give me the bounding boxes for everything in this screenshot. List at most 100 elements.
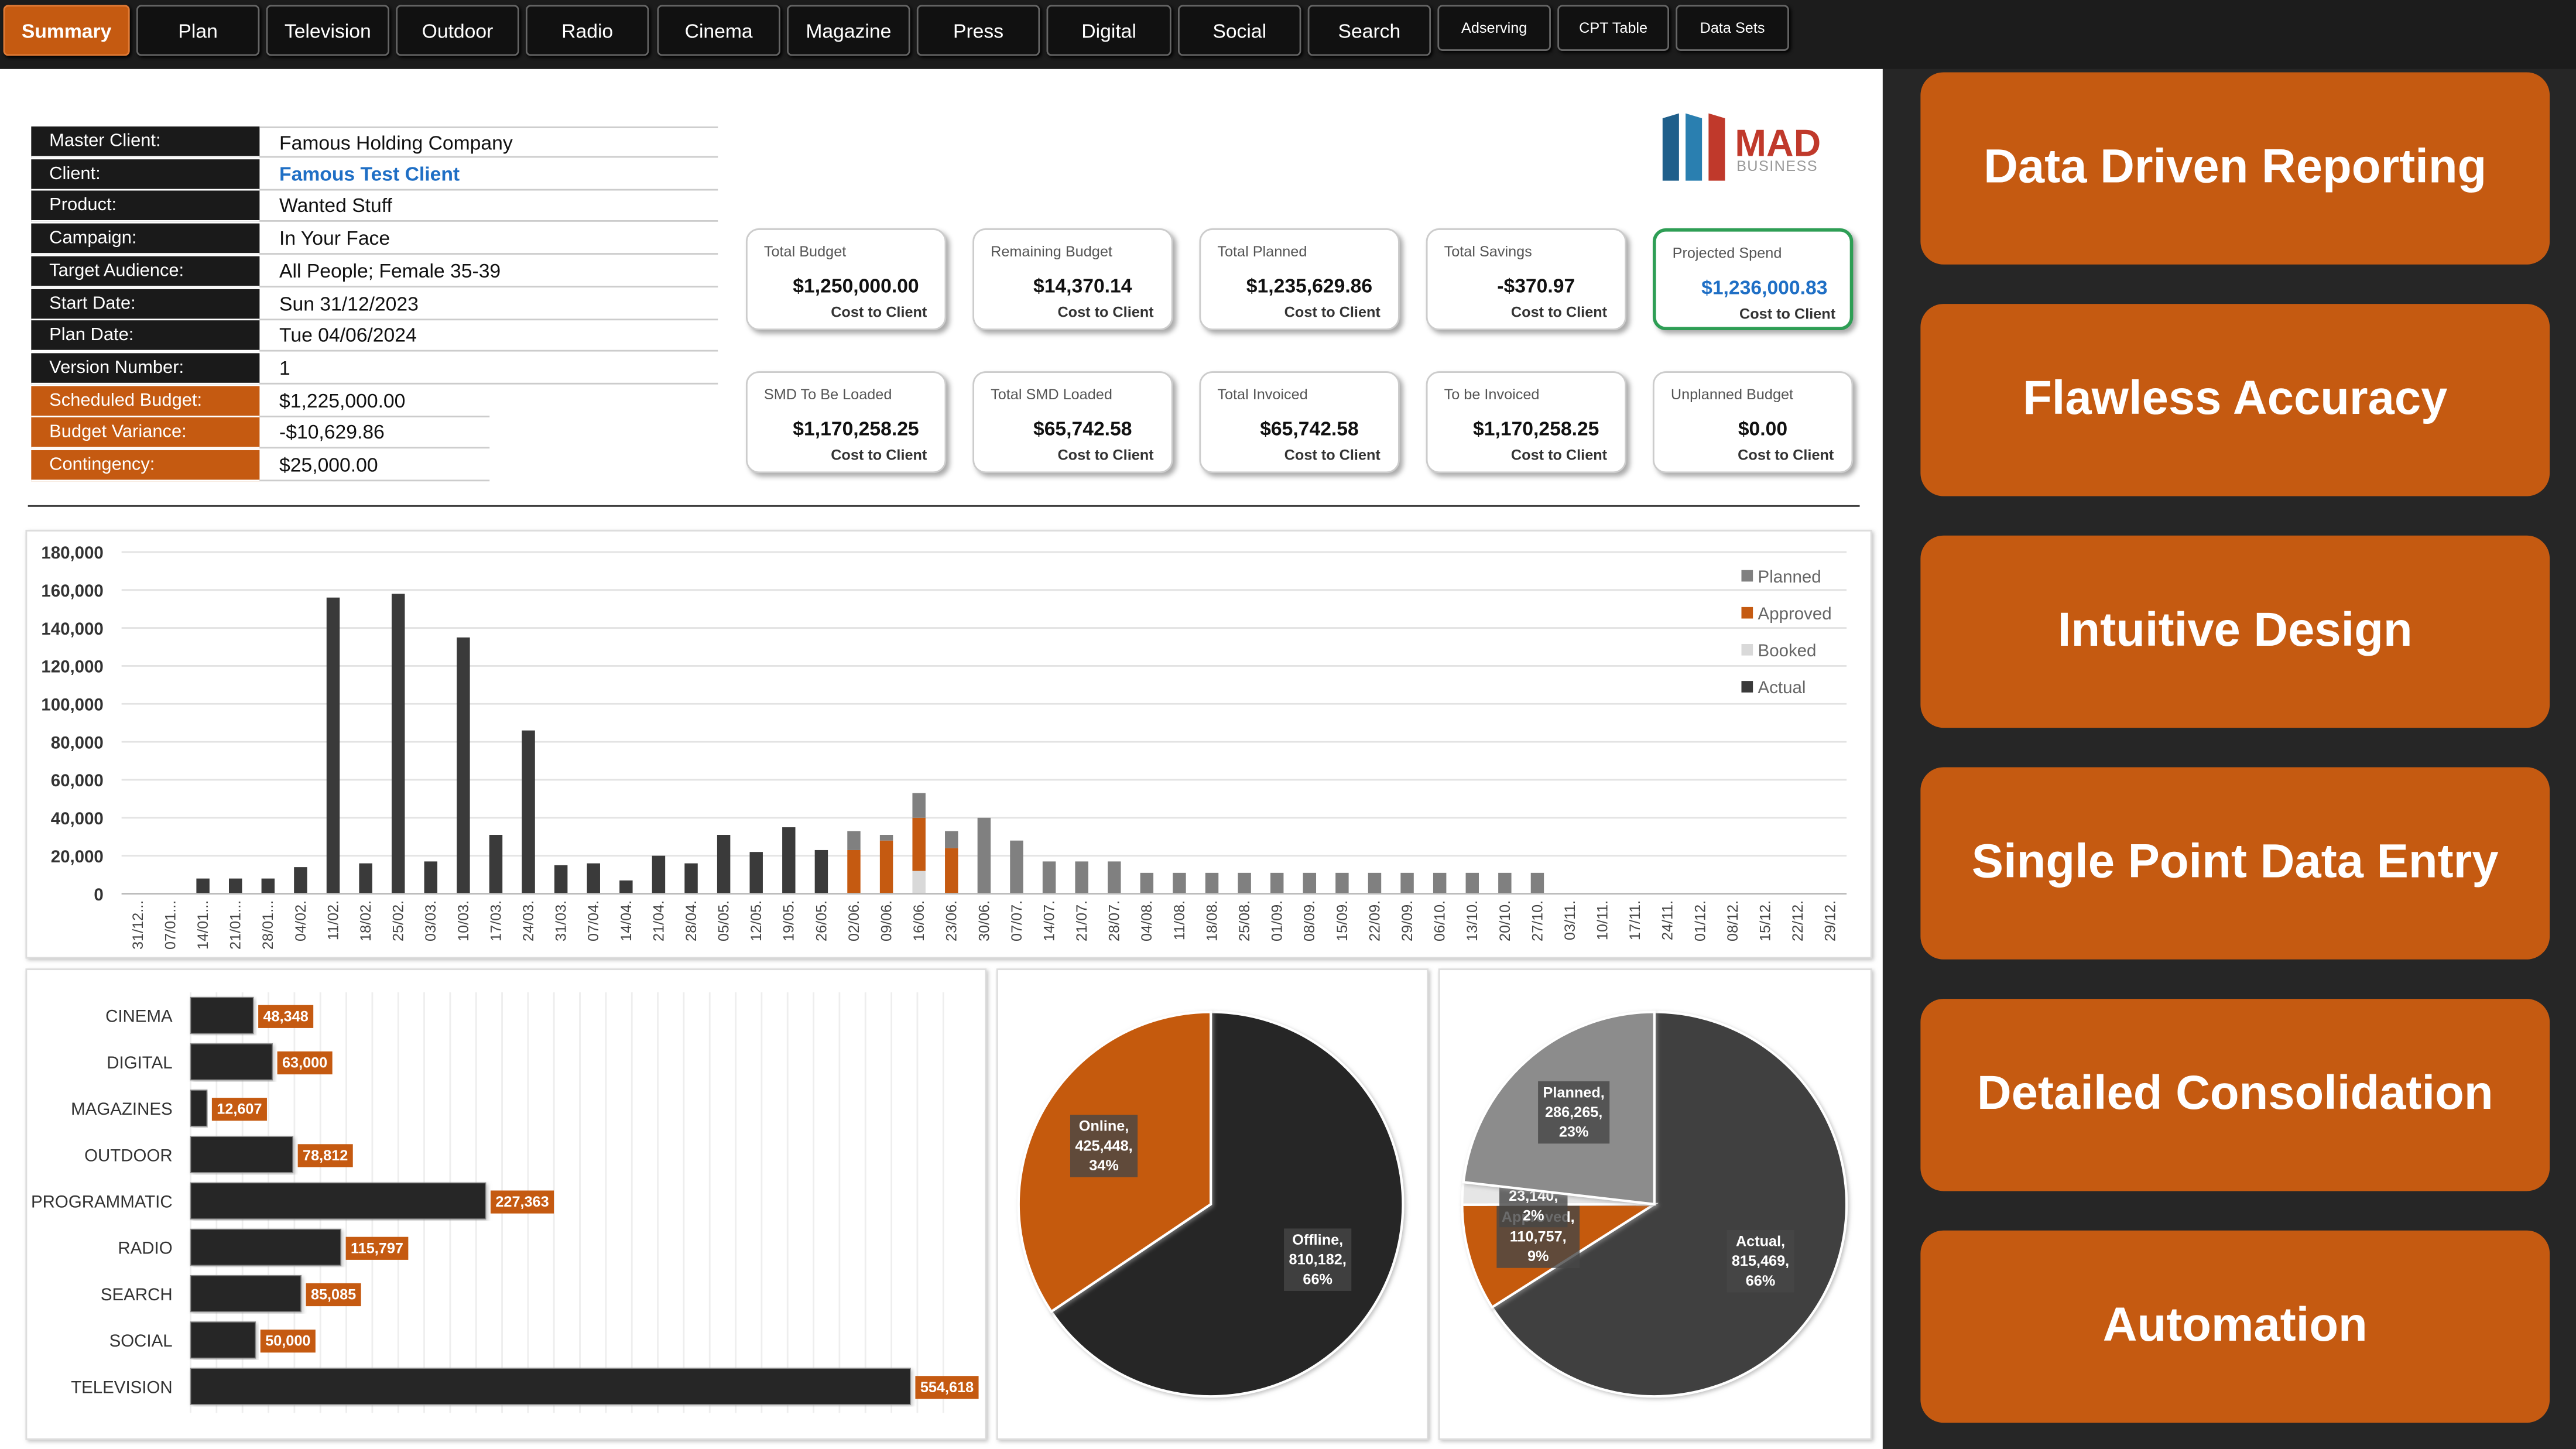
x-tick-label: 07/01... [162,900,179,950]
tab[interactable]: Magazine [787,5,910,56]
tab[interactable]: Radio [525,5,649,56]
value-label: 12,607 [217,1101,262,1118]
logo-mark [1686,113,1703,181]
value-label-box [345,1236,409,1260]
x-tick-label: 01/09. [1269,900,1286,941]
label-box [1070,1115,1138,1177]
info-value: 1 [259,353,718,385]
bar-segment [587,863,600,894]
feature-button[interactable]: Single Point Data Entry [1920,767,2550,960]
pie-label-text: Planned, 286,265, 23% [1543,1084,1605,1140]
tab[interactable]: Data Sets [1676,5,1789,51]
tab[interactable]: Outdoor [396,5,519,56]
bar-segment [684,863,698,894]
x-tick-label: 14/04. [618,900,635,941]
kpi-title: Remaining Budget [991,243,1112,260]
y-tick-label: CINEMA [105,1007,173,1026]
pie-label-line: 66% [1746,1273,1776,1289]
x-tick-label: 24/11. [1660,900,1676,940]
x-tick-label: 18/02. [358,900,374,941]
x-tick-label: 17/03. [488,900,504,941]
bar-segment [879,840,893,894]
pie-slice [1490,1010,1848,1398]
value-label-box [490,1190,554,1214]
feature-button[interactable]: Intuitive Design [1920,535,2550,728]
x-tick-label: 04/02. [293,900,309,941]
bar-segment [1465,872,1479,894]
bar-segment [1368,872,1382,894]
x-tick-label: 16/06. [911,900,927,941]
info-value: Wanted Stuff [259,191,718,222]
bar-segment [1498,872,1512,894]
bar-segment [229,878,242,894]
x-tick-label: 28/01... [260,900,276,950]
label-box [1284,1228,1352,1291]
info-label: Version Number: [31,353,260,385]
kpi-note: Cost to Client [1510,447,1608,464]
y-tick-label: 60,000 [51,771,104,790]
bar-segment [847,831,861,850]
value-label-box [915,1376,979,1399]
info-value: In Your Face [259,224,718,255]
tab[interactable]: Search [1307,5,1431,56]
info-label: Campaign: [31,223,260,255]
x-tick-label: 10/11. [1595,900,1611,940]
kpi-title: Total Invoiced [1217,386,1308,403]
kpi-title: SMD To Be Loaded [763,386,892,403]
tab[interactable]: CPT Table [1557,5,1670,51]
x-tick-label: 25/08. [1236,900,1253,941]
pie-label-line: 815,469, [1732,1253,1789,1269]
bar-segment [1205,872,1219,894]
pie-label-line: Planned, [1543,1084,1605,1101]
tab[interactable]: Summary [3,5,130,56]
tab[interactable]: Television [266,5,390,56]
x-tick-label: 30/06. [976,900,992,941]
value-label: 85,085 [311,1286,356,1303]
value-label-box [297,1144,353,1167]
info-value: Famous Test Client [259,159,718,190]
bar [190,1275,302,1313]
tab[interactable]: Plan [136,5,260,56]
bar-segment [391,594,405,894]
x-tick-label: 23/06. [944,900,960,941]
info-label: Scheduled Budget: [31,385,260,417]
tab[interactable]: Digital [1046,5,1171,56]
kpi-card: Total Planned $1,235,629.86 Cost to Client [1199,228,1400,331]
y-tick-label: 0 [94,885,103,905]
bar-segment [424,861,438,894]
bar-segment [359,863,372,894]
bar-segment [489,835,503,894]
kpi-note: Cost to Client [1739,305,1836,322]
bar [190,1368,911,1405]
tab[interactable]: Press [916,5,1040,56]
feature-button[interactable]: Data Driven Reporting [1920,72,2550,265]
y-tick-label: 140,000 [41,619,103,639]
bar-segment [717,835,731,894]
x-tick-label: 07/07. [1009,900,1025,941]
tab[interactable]: Cinema [657,5,780,56]
bar-segment [912,871,926,894]
feature-button[interactable]: Flawless Accuracy [1920,304,2550,496]
x-tick-label: 21/01... [228,900,244,950]
kpi-value: $1,170,258.25 [1473,417,1599,441]
bar-segment [749,852,763,894]
kpi-card: Unplanned Budget $0.00 Cost to Client [1652,371,1854,474]
feature-button[interactable]: Detailed Consolidation [1920,999,2550,1191]
bar [190,1321,256,1359]
kpi-title: Projected Spend [1672,245,1782,262]
x-tick-label: 02/06. [846,900,862,941]
bar-segment [1270,872,1284,894]
y-tick-label: TELEVISION [71,1378,173,1397]
feature-button[interactable]: Automation [1920,1230,2550,1423]
bar-segment [912,817,926,871]
tab[interactable]: Social [1177,5,1301,56]
x-tick-label: 24/03. [520,900,537,941]
tab[interactable]: Adserving [1437,5,1551,51]
bar-segment [652,855,666,894]
legend-swatch [1741,681,1753,693]
bar-segment [554,865,568,894]
value-label-box [260,1330,316,1353]
info-label: Start Date: [31,288,260,320]
